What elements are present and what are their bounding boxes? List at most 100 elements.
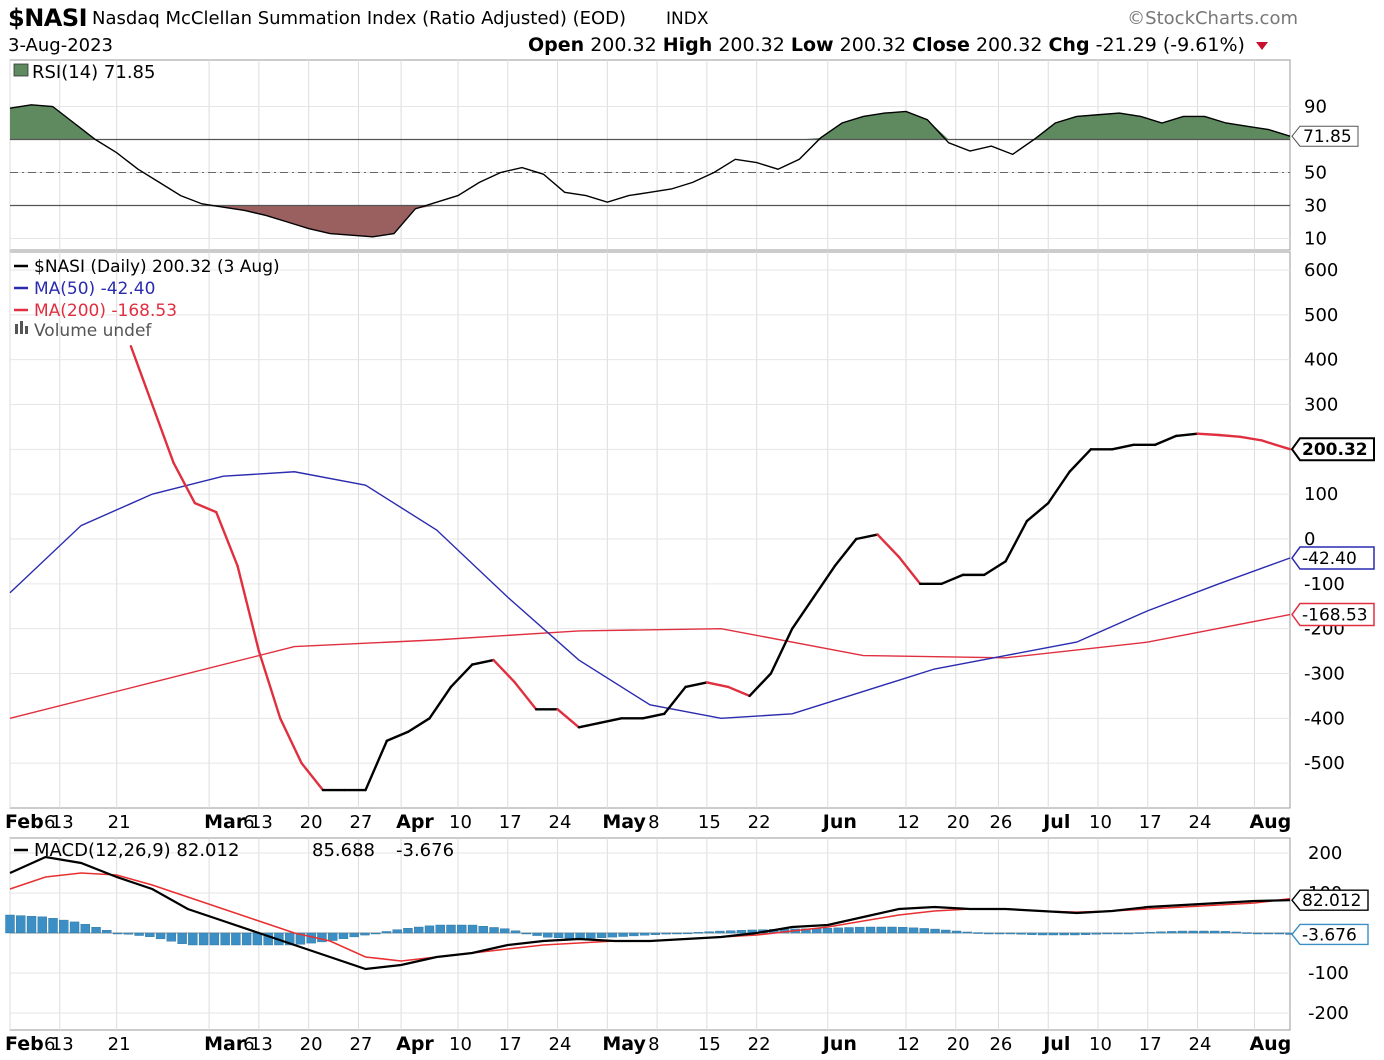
rsi-legend-icon [13, 63, 29, 77]
macd-hist-bar [951, 930, 962, 934]
macd-hist-bar [973, 932, 983, 934]
price-line-segment [769, 627, 794, 675]
rsi-overbought-fill [10, 104, 1290, 140]
x-day-label-price: 26 [989, 812, 1012, 833]
macd-hist-bar [26, 916, 37, 934]
high-value: 200.32 [718, 34, 785, 56]
price-line-segment [577, 721, 602, 729]
price-legend: $NASI (Daily) 200.32 (3 Aug) [34, 257, 280, 277]
price-line-segment [599, 717, 623, 725]
x-day-label-macd: 22 [748, 1034, 771, 1055]
x-day-label-price: 12 [897, 812, 920, 833]
macd-hist-bar [1166, 931, 1177, 934]
x-day-label-macd: 27 [349, 1034, 372, 1055]
macd-signal-legend: 85.688 [312, 840, 375, 861]
macd-y-tick: -200 [1308, 1003, 1349, 1024]
price-y-tick: 300 [1304, 395, 1338, 416]
price-line-segment [1274, 443, 1292, 451]
macd-hist-bar [661, 932, 671, 935]
macd-hist-bar [941, 929, 951, 934]
macd-hist-bar [1080, 932, 1091, 935]
price-line-segment [1260, 439, 1277, 447]
macd-hist-bar [1210, 930, 1220, 934]
x-day-label-price: 27 [349, 812, 372, 833]
macd-hist-bar [898, 927, 908, 934]
macd-hist-bar [252, 932, 263, 946]
macd-hist-bar [833, 927, 843, 934]
macd-hist-bar [489, 927, 499, 934]
ma200-legend: MA(200) -168.53 [34, 301, 177, 321]
x-day-label-macd: 17 [1139, 1034, 1162, 1055]
macd-hist-bar [596, 932, 607, 938]
rsi-line [9, 104, 1291, 238]
macd-hist-bar [510, 930, 521, 934]
macd-hist-bar [984, 932, 994, 935]
price-y-tick: 500 [1304, 305, 1338, 326]
x-day-label-macd: 6 [243, 1034, 254, 1055]
x-day-label-macd: 24 [549, 1034, 572, 1055]
down-triangle-icon [1255, 41, 1268, 50]
macd-hist-bar [5, 914, 15, 934]
macd-hist-bar [1188, 930, 1198, 934]
macd-hist-legend: -3.676 [396, 840, 454, 861]
macd-hist-bar [177, 932, 187, 944]
volume-legend: Volume undef [34, 321, 152, 341]
x-day-label-macd: 6 [44, 1034, 55, 1055]
x-day-label-macd: 15 [698, 1034, 721, 1055]
macd-hist-bar [371, 932, 381, 935]
price-line-segment [492, 658, 517, 684]
price-line-segment [279, 717, 303, 765]
price-line-segment [1217, 433, 1242, 438]
macd-hist-bar [1059, 932, 1069, 936]
macd-hist-bar [1037, 932, 1048, 936]
macd-hist-bar [48, 918, 58, 934]
macd-hist-bar [123, 932, 134, 935]
macd-hist-bar [553, 932, 564, 939]
close-value: 200.32 [975, 34, 1043, 56]
macd-hist-bar [672, 932, 682, 935]
volume-icon [15, 324, 18, 334]
macd-hist-bar [37, 916, 47, 934]
macd-hist-bar [1220, 931, 1231, 934]
x-day-label-price: 17 [499, 812, 522, 833]
price-line-segment [897, 555, 922, 586]
macd-hist-bar [467, 924, 478, 934]
macd-hist-bar [145, 932, 155, 937]
x-day-label-price: 21 [108, 812, 131, 833]
price-line-segment [1239, 435, 1263, 442]
price-line-segment [129, 345, 154, 406]
macd-hist-bar [263, 932, 273, 946]
macd-hist-bar [855, 926, 865, 934]
ma50-line [9, 471, 1291, 720]
macd-hist-bar [349, 932, 359, 938]
rsi-y-tick: 90 [1304, 97, 1327, 118]
macd-hist-bar [962, 931, 973, 934]
price-y-tick: 100 [1304, 484, 1338, 505]
price-y-tick: -100 [1304, 574, 1345, 595]
price-line-segment [556, 708, 581, 729]
rsi-legend: RSI(14) 71.85 [32, 62, 155, 83]
price-line-segment [833, 537, 858, 568]
macd-hist-bar [381, 931, 392, 934]
price-line-segment [364, 739, 389, 792]
x-day-label-price: 13 [51, 812, 74, 833]
macd-hist-bar [1091, 932, 1102, 935]
macd-hist-bar [919, 928, 929, 934]
macd-hist-bar [629, 932, 639, 937]
macd-hist-bar [1177, 930, 1188, 934]
rsi-oversold-fill [10, 205, 1290, 237]
chart-header: $NASI Nasdaq McClellan Summation Index (… [0, 0, 1384, 58]
quote-date: 3-Aug-2023 [8, 35, 114, 56]
ma200-last-tag [1291, 602, 1375, 627]
price-y-tick: -400 [1304, 708, 1345, 729]
price-line-segment [855, 533, 879, 541]
macd-hist-bar [102, 930, 112, 934]
macd-hist-bar [1102, 932, 1112, 935]
open-label: Open [528, 34, 585, 56]
macd-hist-bar [424, 925, 435, 934]
exchange: INDX [666, 9, 709, 29]
price-line-segment [727, 685, 751, 698]
x-day-label-macd: 20 [300, 1034, 323, 1055]
macd-hist-bar [403, 928, 413, 934]
x-day-label-macd: 21 [108, 1034, 131, 1055]
